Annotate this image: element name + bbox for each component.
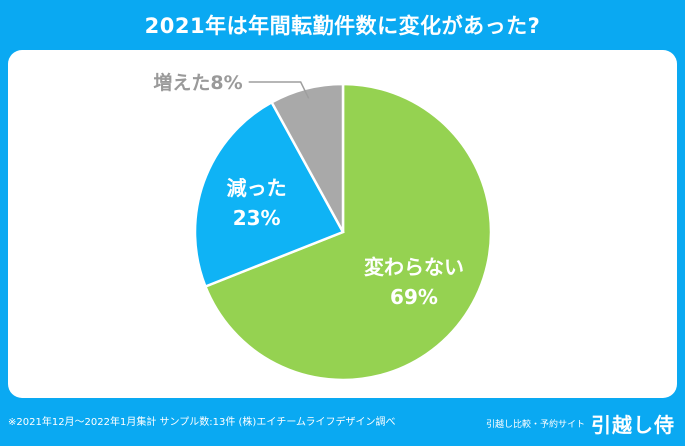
slice-label-3: 増えた8%	[153, 71, 242, 94]
slice-label-2: 減った	[227, 176, 287, 200]
chart-title: 2021年は年間転勤件数に変化があった?	[144, 14, 541, 38]
slice-value-2: 23%	[233, 206, 281, 230]
footnote: ※2021年12月〜2022年1月集計 サンプル数:13件 (株)エイチームライ…	[8, 417, 396, 428]
brand-logo: 引越し比較・予約サイト 引越し侍	[486, 407, 675, 439]
brand-tagline: 引越し比較・予約サイト	[485, 419, 585, 430]
leader-line	[248, 81, 310, 99]
pie-slice-1	[203, 82, 493, 382]
slice-label-1: 変わらない	[364, 255, 464, 279]
slice-value-1: 69%	[390, 285, 438, 309]
brand-name: 引越し侍	[591, 412, 675, 437]
pie-slice-3	[270, 82, 345, 233]
pie-slice-2	[193, 100, 345, 289]
